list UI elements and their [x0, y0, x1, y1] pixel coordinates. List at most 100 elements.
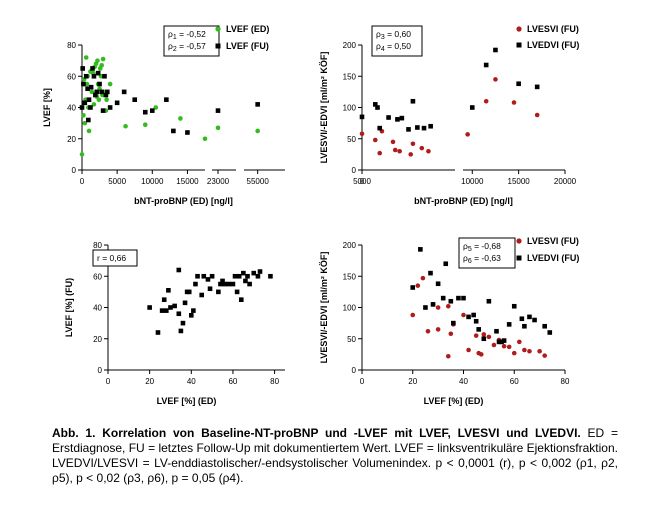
y-tick-label: 200: [343, 41, 357, 50]
data-point: [121, 89, 127, 95]
data-point: [501, 343, 507, 349]
data-point: [88, 105, 93, 110]
data-point: [415, 283, 421, 288]
data-point: [100, 56, 106, 62]
y-tick-label: 60: [93, 272, 102, 281]
data-point: [176, 311, 182, 317]
y-axis-label: LVESVI/-EDVI [ml/m² KÖF]: [319, 52, 329, 164]
data-point: [428, 123, 433, 129]
data-point: [372, 102, 378, 107]
data-point: [149, 108, 155, 113]
data-point: [201, 273, 207, 279]
data-point: [100, 108, 106, 113]
data-point: [483, 62, 489, 68]
stats-text: ρ6 = -0,63: [463, 253, 501, 265]
x-tick-label: 0: [360, 377, 365, 386]
data-point: [445, 303, 451, 309]
data-point: [410, 141, 416, 147]
data-point: [247, 281, 252, 287]
data-point: [168, 305, 173, 310]
data-point: [522, 323, 527, 329]
data-point: [506, 322, 512, 327]
stats-text: ρ2 = -0,57: [168, 41, 206, 53]
stats-box: [458, 237, 516, 269]
y-tick-label: 0: [72, 166, 77, 175]
chart-panel-1: 0 20 40 60 80 0 5000 10000 15000 23000 55000 bNT-pr…: [42, 24, 285, 206]
data-point: [166, 288, 171, 293]
data-point: [511, 303, 517, 309]
data-point: [94, 89, 100, 95]
data-point: [372, 137, 378, 143]
data-point: [421, 125, 427, 131]
data-point: [142, 109, 148, 115]
data-point: [428, 270, 433, 276]
legend-marker: [516, 255, 522, 261]
data-point: [547, 330, 553, 335]
stats-text: ρ4 = 0,50: [376, 41, 411, 53]
data-point: [83, 73, 89, 79]
data-point: [114, 100, 120, 106]
data-point: [418, 247, 423, 252]
legend-label: LVESVI (FU): [527, 236, 579, 246]
data-point: [359, 114, 365, 120]
data-point: [102, 73, 107, 79]
data-point: [222, 281, 227, 287]
data-point: [164, 97, 169, 102]
y-tick-label: 0: [352, 366, 357, 375]
y-axis-label: LVESVI/-EDVI [ml/m² KÖF]: [319, 252, 329, 364]
figure-caption: Abb. 1. Korrelation von Baseline-NT-proB…: [52, 426, 618, 486]
data-point: [408, 152, 414, 157]
data-point: [202, 136, 208, 142]
data-point: [425, 328, 431, 334]
data-point: [426, 148, 431, 154]
data-point: [255, 102, 260, 107]
data-point: [153, 105, 159, 110]
data-point: [443, 261, 449, 267]
data-point: [410, 312, 416, 318]
data-point: [199, 292, 205, 298]
y-tick-label: 80: [93, 241, 102, 250]
data-point: [191, 308, 196, 313]
data-point: [494, 328, 499, 334]
data-point: [186, 289, 192, 295]
data-point: [506, 344, 512, 350]
x-tick-label: 40: [187, 377, 196, 386]
data-point: [473, 333, 479, 338]
data-point: [79, 105, 85, 110]
data-point: [178, 116, 183, 121]
data-point: [517, 339, 522, 345]
data-point: [415, 125, 420, 130]
y-tick-label: 20: [67, 135, 76, 144]
data-point: [107, 81, 113, 87]
data-point: [209, 273, 215, 279]
data-point: [171, 128, 176, 134]
data-point: [268, 273, 273, 279]
data-point: [99, 89, 104, 95]
data-point: [542, 323, 547, 329]
stats-text: ρ5 = -0,68: [463, 241, 501, 253]
data-point: [104, 97, 109, 102]
data-point: [491, 342, 497, 348]
data-point: [445, 353, 451, 359]
data-point: [516, 81, 521, 87]
x-tick-label: 10000: [141, 177, 164, 186]
data-point: [220, 278, 225, 284]
y-axis-label: LVEF [%] (FU): [64, 278, 74, 337]
data-point: [215, 125, 221, 131]
data-point: [251, 270, 257, 276]
x-tick-label: 15000: [176, 177, 199, 186]
data-point: [95, 70, 101, 76]
data-point: [465, 132, 470, 137]
data-point: [473, 318, 479, 324]
stats-box: [92, 249, 138, 267]
x-axis-label: LVEF [%] (ED): [157, 396, 217, 406]
data-point: [420, 275, 426, 281]
data-point: [255, 128, 260, 134]
data-point: [99, 63, 104, 68]
y-tick-label: 100: [343, 104, 357, 113]
data-point: [188, 313, 194, 318]
data-point: [451, 320, 456, 326]
data-point: [226, 281, 232, 287]
data-point: [176, 267, 182, 273]
x-tick-label: 55000: [247, 177, 270, 186]
